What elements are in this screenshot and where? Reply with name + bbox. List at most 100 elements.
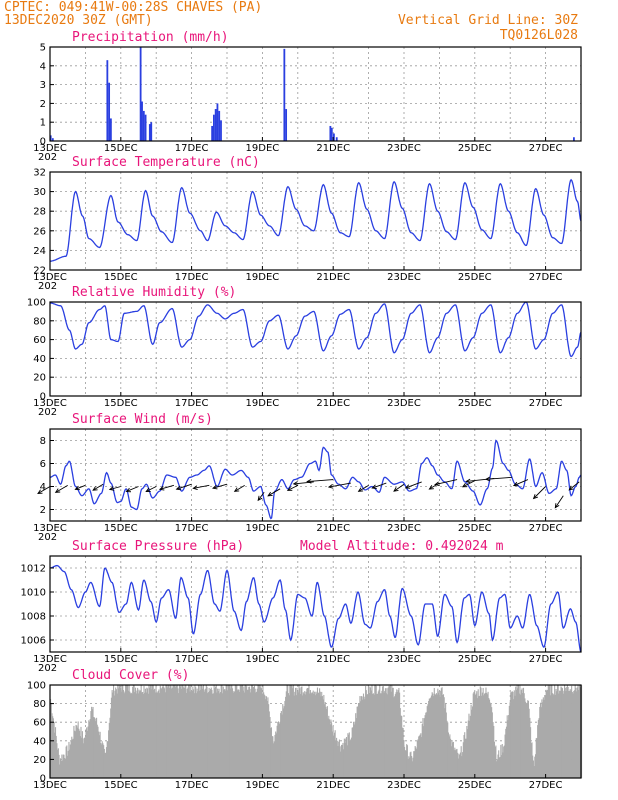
cloud-bar [453, 750, 455, 778]
cloud-bar [455, 749, 457, 778]
cloud-bar [445, 702, 447, 778]
wind-arrow [307, 479, 334, 483]
xtick-label-precip: 15DEC [104, 143, 138, 154]
frame-wind [49, 428, 582, 522]
cloud-bar [561, 687, 563, 778]
cloud-bar [384, 690, 386, 778]
wind-arrow [287, 484, 299, 491]
cloud-bar [481, 695, 483, 778]
cloud-bar [140, 685, 142, 778]
cloud-bar [210, 689, 212, 778]
cloud-bar [545, 689, 547, 778]
cloud-bar [324, 702, 326, 778]
cloud-bar [496, 761, 498, 778]
xtick-label-cloud: 19DEC [246, 780, 280, 791]
xtick-label-pres: 15DEC [104, 654, 138, 665]
cloud-bar [91, 706, 93, 778]
cloud-bar [325, 706, 327, 778]
cloud-bar [343, 749, 345, 778]
wind-arrow-head [125, 487, 132, 493]
cloud-bar [451, 740, 453, 778]
cloud-bar [411, 761, 413, 778]
cloud-bar [466, 726, 468, 778]
cloud-bar [344, 742, 346, 778]
cloud-bar [417, 739, 419, 778]
cloud-bar [193, 693, 195, 778]
cloud-bar [243, 692, 246, 778]
cloud-bar [355, 718, 357, 778]
xtick-label-temp: 15DEC [104, 272, 138, 283]
cloud-bar [206, 686, 208, 778]
cloud-bar [350, 737, 353, 778]
cloud-bar [101, 741, 103, 778]
cloud-bar [65, 746, 67, 778]
cloud-bar [331, 723, 333, 778]
cloud-bar [425, 712, 428, 778]
wind-arrow-head [192, 485, 198, 490]
cloud-bar [201, 686, 203, 778]
wind-arrow-head [292, 481, 299, 486]
cloud-bar [357, 706, 359, 778]
cloud-bar [360, 696, 362, 778]
cloud-bar [89, 719, 91, 778]
ytick-label-precip: 0 [40, 137, 46, 148]
cloud-bar [539, 702, 542, 778]
xtick-label-rh: 25DEC [458, 398, 492, 409]
cloud-bar [510, 692, 513, 778]
xtick-label-wind: 15DEC [104, 523, 138, 534]
cloud-bar [258, 685, 260, 778]
wind-arrow [176, 483, 192, 490]
cloud-bar [578, 685, 580, 778]
cloud-bar [405, 750, 407, 778]
cloud-bar [60, 760, 62, 778]
cloud-bar [570, 690, 572, 778]
cloud-bar [579, 687, 581, 778]
wind-arrow [234, 484, 245, 492]
cloud-bar [108, 722, 110, 778]
cloud-bar [163, 688, 166, 778]
cloud-bar [51, 713, 53, 778]
cloud-bar [167, 685, 169, 778]
cloud-bar [193, 689, 195, 778]
cloud-bar [114, 690, 116, 778]
cloud-bar [362, 699, 364, 778]
cloud-bar [296, 687, 298, 778]
rh-series-line [49, 301, 582, 358]
precip-bar [49, 135, 52, 141]
cloud-bar [96, 724, 98, 778]
cloud-bar [423, 718, 425, 778]
cloud-bar [231, 688, 234, 778]
cloud-bar [186, 688, 188, 778]
cloud-bar [530, 743, 532, 778]
cloud-bar [432, 693, 434, 778]
cloud-bar [277, 721, 279, 778]
cloud-bar [232, 692, 234, 778]
cloud-bar [513, 699, 515, 778]
ytick-label-cloud: 20 [33, 755, 46, 766]
cloud-bar [522, 687, 525, 778]
cloud-bar [396, 692, 399, 778]
cloud-bar [189, 691, 191, 778]
cloud-bar [424, 715, 426, 778]
ytick-label-temp: 32 [33, 168, 46, 179]
cloud-bar [260, 685, 262, 778]
xtick-label-rh: 19DEC [246, 398, 280, 409]
cloud-bar [435, 693, 437, 778]
cloud-bar [468, 713, 470, 778]
ytick-label-wind: 4 [40, 482, 46, 493]
wind-arrow [554, 495, 564, 508]
cloud-bar [180, 685, 182, 778]
cloud-bar [474, 695, 476, 778]
cloud-bar [372, 694, 374, 778]
cloud-bar [544, 696, 546, 778]
cloud-bar [366, 694, 368, 778]
cloud-bar [274, 734, 276, 778]
cloud-bar [354, 721, 356, 778]
cloud-bar [61, 754, 63, 778]
cloud-bar [482, 687, 484, 778]
cloud-bar [520, 689, 522, 778]
cloud-bar [377, 693, 379, 778]
cloud-bar [119, 686, 121, 778]
xtick-label-pres: 17DEC [175, 654, 209, 665]
cloud-bar [337, 746, 339, 778]
